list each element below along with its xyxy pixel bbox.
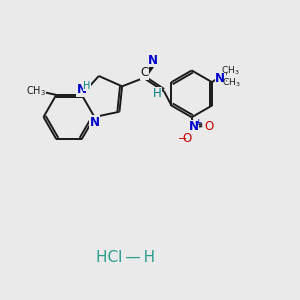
Text: O: O	[204, 120, 213, 133]
Text: CH$_3$: CH$_3$	[221, 64, 239, 77]
Text: N: N	[148, 54, 158, 67]
Text: H: H	[83, 81, 91, 91]
Text: N: N	[215, 72, 225, 85]
Text: −: −	[177, 134, 187, 144]
Text: CH$_3$: CH$_3$	[222, 76, 241, 89]
Text: C: C	[140, 66, 148, 79]
Text: +: +	[194, 118, 202, 127]
Text: N: N	[89, 116, 100, 129]
Text: H: H	[153, 87, 162, 100]
Text: O: O	[183, 132, 192, 145]
Text: N: N	[189, 120, 199, 133]
Text: N: N	[77, 83, 87, 96]
Text: HCl — H: HCl — H	[96, 250, 156, 266]
Text: CH$_3$: CH$_3$	[26, 84, 46, 98]
